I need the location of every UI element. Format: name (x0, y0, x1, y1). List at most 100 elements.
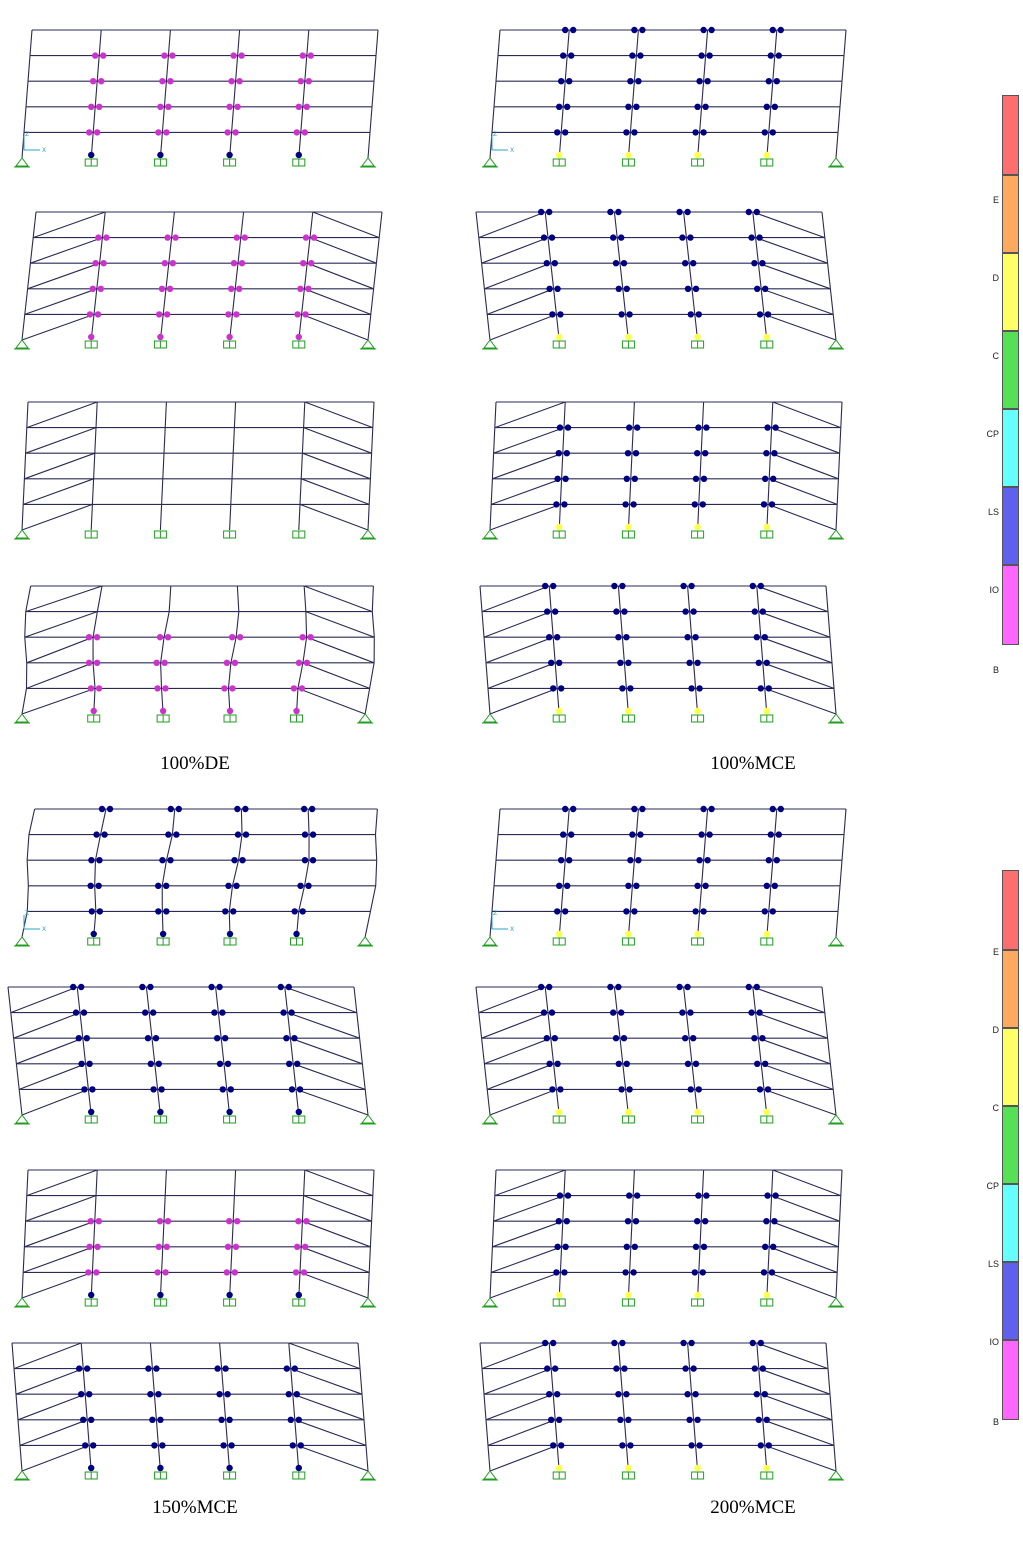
plastic-hinge (561, 1269, 568, 1276)
plastic-hinge (298, 685, 306, 692)
pin-support-icon (828, 1114, 844, 1125)
frame-brace (33, 211, 106, 239)
frame-brace (303, 427, 372, 454)
plastic-hinge (299, 52, 306, 59)
plastic-hinge (626, 1086, 633, 1093)
frame-column (99, 237, 103, 264)
plastic-hinge (633, 882, 640, 889)
plastic-hinge (308, 260, 315, 267)
plastic-hinge (698, 52, 705, 59)
frame-column (836, 478, 839, 505)
frame-column (685, 237, 690, 264)
frame-column (215, 986, 219, 1013)
frame-column (364, 688, 371, 715)
frame-brace (771, 427, 840, 454)
plastic-hinge (700, 26, 707, 34)
plastic-hinge (295, 103, 302, 111)
frame-column (359, 1368, 363, 1395)
frame-column (292, 1063, 297, 1090)
frame-column (217, 1012, 222, 1039)
plastic-hinge (748, 1009, 755, 1016)
frame-column (772, 834, 776, 861)
frame-column (23, 106, 27, 133)
frame-column (700, 1195, 703, 1222)
frame-column (29, 237, 34, 264)
pin-support-icon (828, 339, 844, 350)
plastic-hinge (226, 1108, 233, 1116)
plastic-hinge (155, 1243, 162, 1251)
plastic-hinge (625, 659, 632, 666)
frame-column (841, 55, 845, 82)
plastic-hinge (307, 634, 314, 641)
plastic-hinge (700, 129, 707, 136)
frame-column (829, 1063, 834, 1090)
frame-column (699, 885, 703, 912)
plastic-hinge (222, 908, 229, 915)
plastic-hinge (224, 1060, 232, 1068)
plastic-hinge (158, 285, 166, 292)
plastic-hinge (625, 882, 632, 889)
plastic-hinge (690, 1035, 697, 1042)
plastic-hinge (295, 659, 303, 666)
frame-column (544, 211, 549, 238)
frame-column (22, 1246, 25, 1273)
plastic-hinge (763, 930, 770, 938)
frame-column (483, 637, 487, 663)
frame-column (687, 585, 691, 612)
plastic-hinge (554, 1243, 561, 1251)
plastic-hinge (88, 1108, 95, 1116)
frame-column (617, 1342, 621, 1369)
frame-column (490, 1246, 493, 1273)
plastic-hinge (234, 103, 241, 111)
frame-column (232, 427, 235, 454)
frame-brace (487, 1419, 556, 1446)
frame-column (621, 1394, 625, 1420)
plastic-hinge (687, 234, 694, 241)
plastic-hinge (300, 805, 308, 813)
frame-brace (302, 662, 370, 689)
frame-brace (288, 1342, 361, 1370)
frame-column (223, 1063, 228, 1090)
frame-column (302, 81, 306, 107)
plastic-hinge (763, 1416, 770, 1424)
frame-column (303, 401, 306, 428)
frame-brace (752, 211, 825, 239)
plastic-hinge (162, 1269, 169, 1276)
plastic-hinge (290, 685, 298, 692)
axis-z-label: Z (493, 131, 497, 138)
plastic-hinge (87, 1218, 95, 1225)
plastic-hinge (156, 311, 163, 318)
plastic-hinge (544, 608, 551, 615)
plastic-hinge (169, 52, 176, 59)
frame-column (220, 1038, 225, 1064)
axis-x-label: X (510, 926, 514, 933)
frame-brace (25, 585, 103, 613)
plastic-hinge (627, 685, 634, 692)
plastic-hinge (564, 424, 572, 431)
frame-column (369, 1221, 373, 1247)
frame-column (26, 834, 30, 861)
plastic-hinge (93, 831, 100, 838)
pin-support-icon (14, 339, 30, 350)
frame-column (703, 834, 707, 861)
frame-column (301, 427, 305, 454)
plastic-hinge (564, 882, 571, 889)
frame-column (235, 611, 240, 638)
frame-column (495, 834, 499, 861)
frame-brace (485, 1393, 554, 1421)
frame-column (493, 1195, 496, 1222)
plastic-hinge (682, 608, 689, 615)
plastic-hinge (159, 857, 166, 864)
plastic-hinge (554, 1060, 561, 1068)
plastic-hinge (70, 983, 77, 991)
plastic-hinge (691, 501, 698, 508)
plastic-hinge (85, 1269, 92, 1276)
frame-column (92, 662, 96, 689)
frame-column (691, 1394, 695, 1420)
frame-column (629, 106, 633, 133)
plastic-hinge (557, 311, 564, 318)
frame-column (305, 611, 308, 638)
frame-column (772, 55, 776, 82)
plastic-hinge (226, 1464, 233, 1472)
frame-brace (487, 1063, 554, 1090)
